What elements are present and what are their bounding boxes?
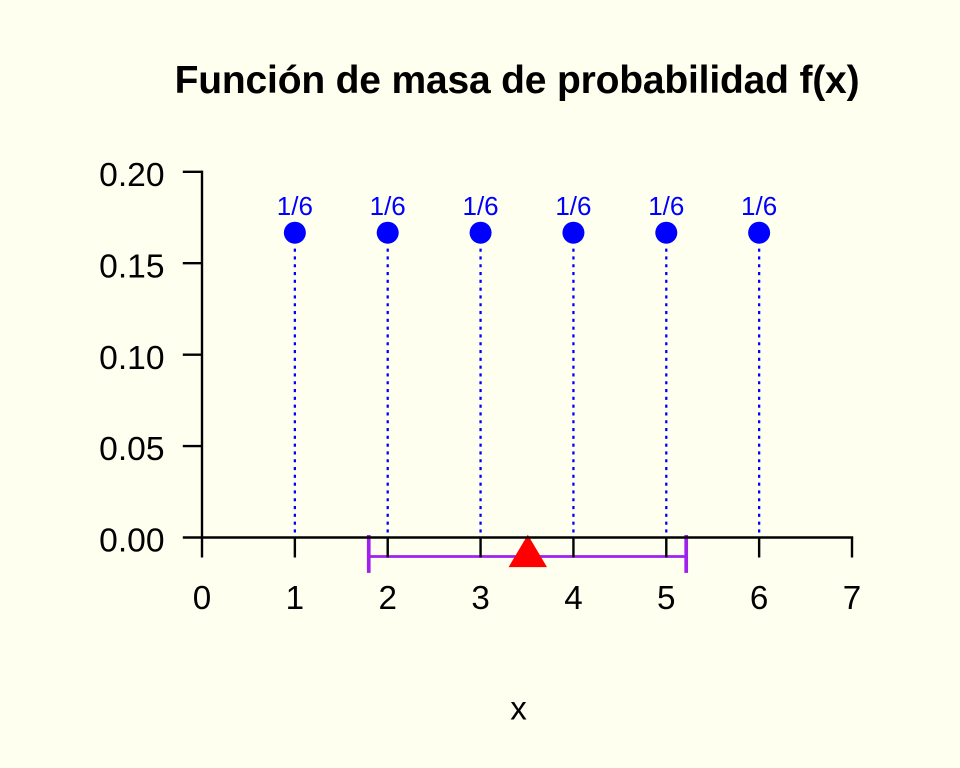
svg-text:2: 2 xyxy=(378,580,396,617)
svg-text:0: 0 xyxy=(193,580,211,617)
svg-text:0.05: 0.05 xyxy=(99,431,164,468)
svg-text:Función de masa de probabilida: Función de masa de probabilidad f(x) xyxy=(175,59,860,102)
svg-text:1/6: 1/6 xyxy=(462,191,498,221)
svg-text:0.15: 0.15 xyxy=(99,248,164,285)
svg-text:1: 1 xyxy=(286,580,304,617)
svg-text:1/6: 1/6 xyxy=(648,191,684,221)
svg-text:4: 4 xyxy=(564,580,582,617)
svg-text:x: x xyxy=(510,691,527,728)
svg-text:0.10: 0.10 xyxy=(99,340,164,377)
svg-text:0.00: 0.00 xyxy=(99,523,164,560)
svg-text:7: 7 xyxy=(843,580,861,617)
svg-text:1/6: 1/6 xyxy=(555,191,591,221)
svg-text:5: 5 xyxy=(657,580,675,617)
svg-text:1/6: 1/6 xyxy=(370,191,406,221)
svg-text:1/6: 1/6 xyxy=(277,191,313,221)
svg-text:6: 6 xyxy=(750,580,768,617)
svg-text:3: 3 xyxy=(471,580,489,617)
svg-text:0.20: 0.20 xyxy=(99,157,164,194)
svg-text:1/6: 1/6 xyxy=(741,191,777,221)
